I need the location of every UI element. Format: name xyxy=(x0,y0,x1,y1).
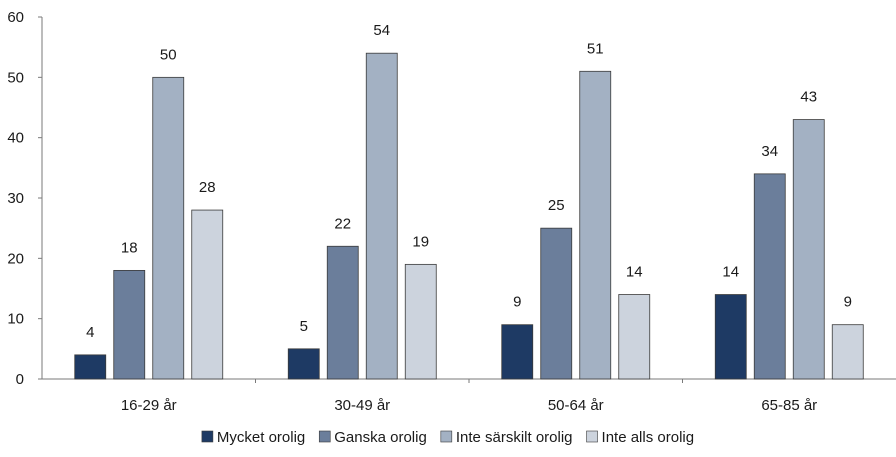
data-label: 34 xyxy=(761,143,778,160)
legend-label: Inte särskilt orolig xyxy=(456,429,573,446)
y-tick-label: 30 xyxy=(7,190,24,207)
bar xyxy=(540,227,573,380)
x-tick-label: 30-49 år xyxy=(334,397,390,414)
bar xyxy=(191,209,224,380)
y-tick-label: 60 xyxy=(7,9,24,26)
bar xyxy=(365,52,398,380)
x-tick-label: 65-85 år xyxy=(761,397,817,414)
data-label: 9 xyxy=(844,294,852,311)
bar xyxy=(831,324,864,380)
axes: 0 10 20 30 40 50 60 xyxy=(7,9,896,388)
data-label: 51 xyxy=(587,40,604,57)
data-label: 5 xyxy=(300,318,308,335)
legend-label: Inte alls orolig xyxy=(602,429,695,446)
legend: Mycket orolig Ganska orolig Inte särskilt … xyxy=(201,429,695,446)
bar xyxy=(714,294,747,380)
bar xyxy=(501,324,534,380)
data-label: 43 xyxy=(800,89,817,106)
category-labels: 16-29 år 30-49 år 50-64 år 65-85 år xyxy=(121,397,817,414)
y-tick-label: 50 xyxy=(7,69,24,86)
data-label: 22 xyxy=(334,215,351,232)
legend-swatch xyxy=(201,430,214,443)
data-label: 9 xyxy=(513,294,521,311)
bar xyxy=(287,348,320,380)
data-label: 28 xyxy=(199,179,216,196)
bar xyxy=(753,173,786,380)
bar xyxy=(113,269,146,380)
bar xyxy=(74,354,107,380)
data-label: 18 xyxy=(121,239,138,256)
bar xyxy=(152,76,185,380)
data-label: 14 xyxy=(626,264,643,281)
bar xyxy=(618,294,651,380)
legend-swatch xyxy=(318,430,331,443)
data-labels: 4 18 50 28 5 22 54 19 9 25 51 14 14 34 43 9 xyxy=(86,22,852,341)
data-label: 14 xyxy=(722,264,739,281)
bar xyxy=(326,245,359,380)
legend-label: Mycket orolig xyxy=(217,429,305,446)
y-tick-label: 40 xyxy=(7,130,24,147)
legend-label: Ganska orolig xyxy=(334,429,427,446)
bar xyxy=(792,119,825,380)
legend-swatch xyxy=(440,430,453,443)
data-label: 25 xyxy=(548,197,565,214)
data-label: 50 xyxy=(160,46,177,63)
y-tick-label: 20 xyxy=(7,250,24,267)
y-tick-label: 0 xyxy=(16,371,24,388)
bar xyxy=(404,263,437,380)
data-label: 4 xyxy=(86,324,94,341)
data-label: 19 xyxy=(412,233,429,250)
y-tick-label: 10 xyxy=(7,311,24,328)
legend-swatch xyxy=(586,430,598,443)
bar xyxy=(579,70,612,380)
x-tick-label: 50-64 år xyxy=(548,397,604,414)
x-tick-label: 16-29 år xyxy=(121,397,177,414)
bars xyxy=(74,52,864,380)
data-label: 54 xyxy=(373,22,390,39)
